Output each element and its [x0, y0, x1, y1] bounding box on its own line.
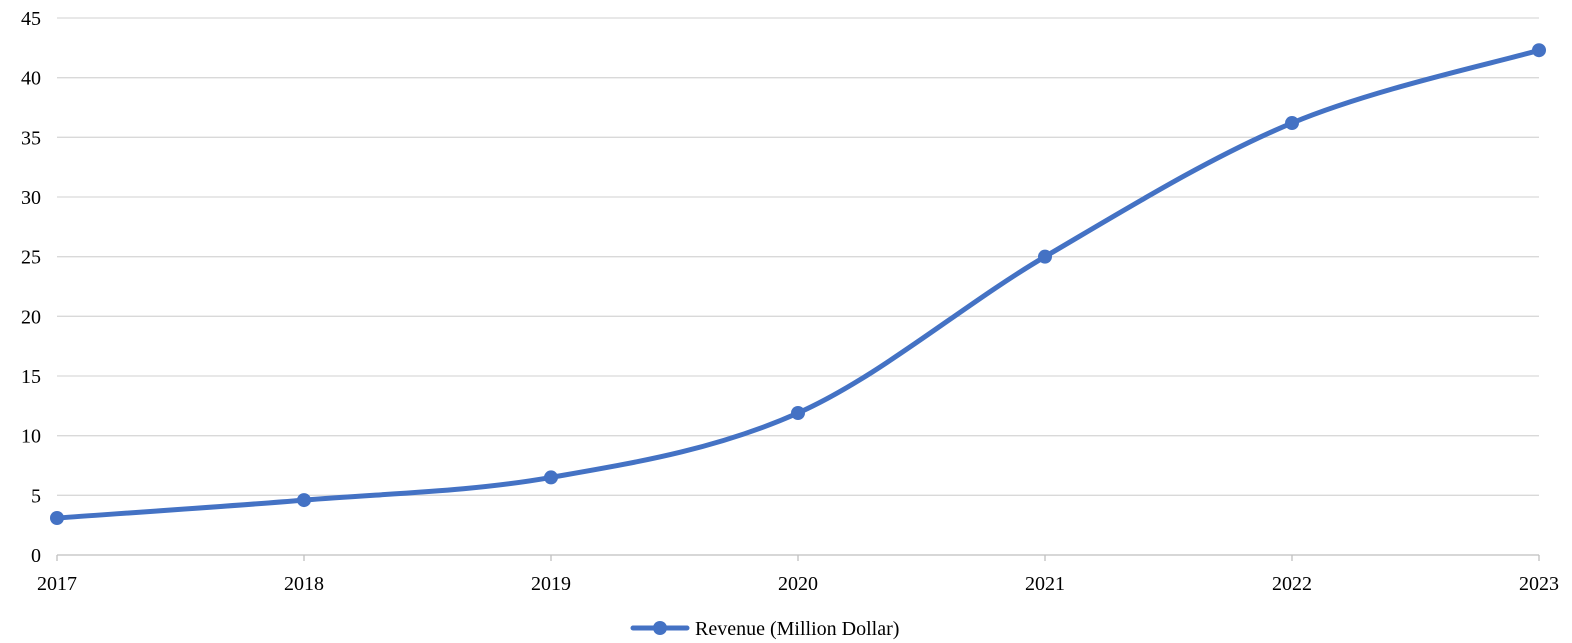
- legend-label: Revenue (Million Dollar): [695, 618, 899, 640]
- x-tick-label: 2020: [778, 573, 818, 595]
- legend: Revenue (Million Dollar): [630, 618, 899, 640]
- y-tick-label: 5: [31, 485, 41, 507]
- y-tick-label: 40: [21, 68, 41, 90]
- y-tick-label: 15: [21, 366, 41, 388]
- y-tick-label: 10: [21, 426, 41, 448]
- data-point-2017: [50, 511, 64, 526]
- x-tick-label: 2023: [1519, 573, 1559, 595]
- series-layer: [50, 43, 1546, 526]
- y-tick-label: 0: [31, 545, 41, 567]
- y-tick-label: 30: [21, 187, 41, 209]
- data-point-2021: [1038, 249, 1052, 264]
- data-point-2020: [791, 405, 805, 420]
- x-tick-label: 2019: [531, 573, 571, 595]
- y-tick-label: 20: [21, 306, 41, 328]
- x-tick-label: 2021: [1025, 573, 1065, 595]
- data-point-2022: [1285, 116, 1299, 131]
- data-point-2023: [1532, 43, 1546, 58]
- x-axis-ticks: 2017 2018 2019 2020 2021 2022 2023: [37, 555, 1559, 595]
- data-point-2018: [297, 493, 311, 508]
- y-tick-label: 45: [21, 8, 41, 30]
- series-line-revenue: [54, 47, 1542, 521]
- gridlines: [57, 17, 1539, 496]
- y-axis-ticks: 0 5 10 15 20 25 30 35 40 45: [21, 8, 41, 567]
- y-tick-label: 25: [21, 247, 41, 269]
- y-tick-label: 35: [21, 127, 41, 149]
- data-point-2019: [544, 470, 558, 485]
- x-tick-label: 2022: [1272, 573, 1312, 595]
- x-tick-label: 2018: [284, 573, 324, 595]
- legend-marker-swatch: [653, 621, 667, 635]
- x-tick-label: 2017: [37, 573, 77, 595]
